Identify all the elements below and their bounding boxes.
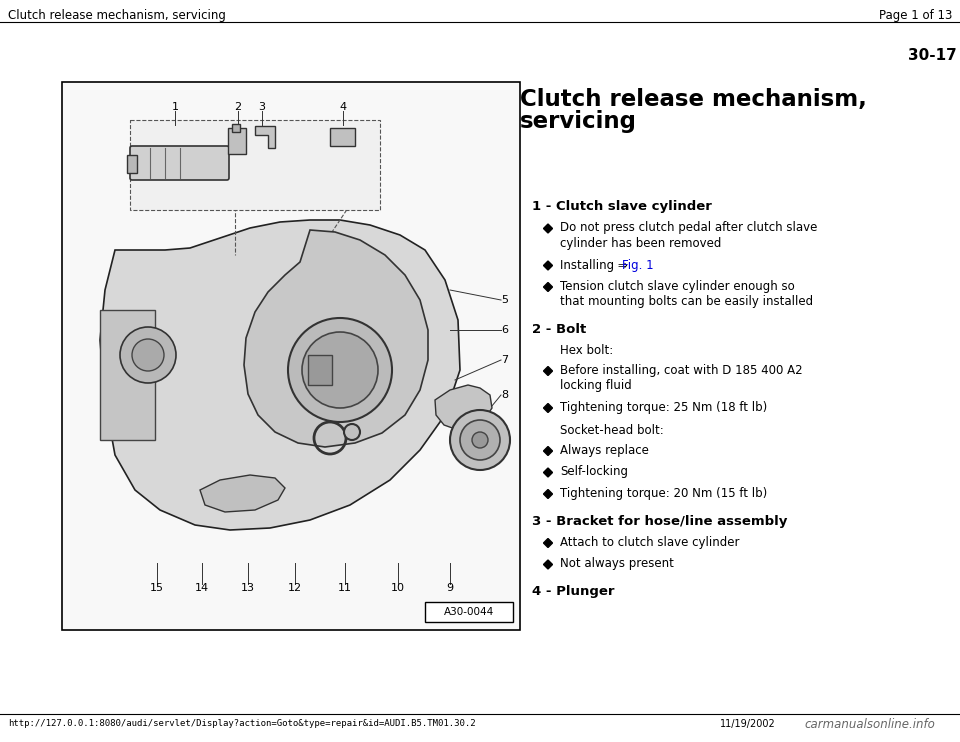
Text: Hex bolt:: Hex bolt: bbox=[560, 344, 613, 358]
Polygon shape bbox=[543, 560, 553, 569]
Polygon shape bbox=[255, 126, 275, 148]
Text: Attach to clutch slave cylinder: Attach to clutch slave cylinder bbox=[560, 536, 739, 549]
Text: Tension clutch slave cylinder enough so: Tension clutch slave cylinder enough so bbox=[560, 280, 795, 293]
Circle shape bbox=[450, 410, 510, 470]
Polygon shape bbox=[200, 475, 285, 512]
Text: Tightening torque: 20 Nm (15 ft lb): Tightening torque: 20 Nm (15 ft lb) bbox=[560, 487, 767, 500]
Polygon shape bbox=[543, 224, 553, 233]
Text: 3 - Bracket for hose/line assembly: 3 - Bracket for hose/line assembly bbox=[532, 514, 787, 528]
Text: Clutch release mechanism,: Clutch release mechanism, bbox=[520, 88, 867, 111]
Text: cylinder has been removed: cylinder has been removed bbox=[560, 237, 721, 250]
Text: that mounting bolts can be easily installed: that mounting bolts can be easily instal… bbox=[560, 295, 813, 309]
Bar bbox=[62, 82, 520, 630]
Text: Installing ⇒: Installing ⇒ bbox=[560, 258, 632, 272]
Text: 1 - Clutch slave cylinder: 1 - Clutch slave cylinder bbox=[532, 200, 712, 213]
Text: 10: 10 bbox=[391, 583, 405, 593]
Text: 11: 11 bbox=[338, 583, 352, 593]
Polygon shape bbox=[435, 385, 492, 430]
Bar bbox=[228, 128, 246, 154]
Circle shape bbox=[120, 327, 176, 383]
Text: 1: 1 bbox=[172, 102, 179, 112]
Text: 6: 6 bbox=[501, 325, 509, 335]
Text: 8: 8 bbox=[501, 390, 509, 400]
Text: 14: 14 bbox=[195, 583, 209, 593]
Text: 9: 9 bbox=[446, 583, 453, 593]
Text: A30-0044: A30-0044 bbox=[444, 607, 494, 617]
Bar bbox=[100, 310, 155, 440]
Text: 15: 15 bbox=[150, 583, 164, 593]
Text: 11/19/2002: 11/19/2002 bbox=[720, 719, 776, 729]
Text: 2: 2 bbox=[234, 102, 242, 112]
Text: Self-locking: Self-locking bbox=[560, 465, 628, 479]
Polygon shape bbox=[100, 220, 460, 530]
Text: Clutch release mechanism, servicing: Clutch release mechanism, servicing bbox=[8, 8, 226, 22]
Text: 7: 7 bbox=[501, 355, 509, 365]
Text: Fig. 1: Fig. 1 bbox=[622, 258, 654, 272]
Text: 3: 3 bbox=[258, 102, 266, 112]
Text: 4 - Plunger: 4 - Plunger bbox=[532, 585, 614, 598]
FancyBboxPatch shape bbox=[130, 146, 229, 180]
Text: http://127.0.0.1:8080/audi/servlet/Display?action=Goto&type=repair&id=AUDI.B5.TM: http://127.0.0.1:8080/audi/servlet/Displ… bbox=[8, 720, 475, 729]
Polygon shape bbox=[543, 367, 553, 375]
Text: Tightening torque: 25 Nm (18 ft lb): Tightening torque: 25 Nm (18 ft lb) bbox=[560, 401, 767, 414]
Text: locking fluid: locking fluid bbox=[560, 379, 632, 393]
Bar bbox=[330, 128, 355, 146]
Circle shape bbox=[344, 424, 360, 440]
Text: 13: 13 bbox=[241, 583, 255, 593]
Circle shape bbox=[460, 420, 500, 460]
Bar bbox=[127, 155, 137, 173]
Text: 12: 12 bbox=[288, 583, 302, 593]
Polygon shape bbox=[543, 404, 553, 413]
Text: Not always present: Not always present bbox=[560, 557, 674, 571]
Bar bbox=[232, 124, 240, 132]
Text: 30-17: 30-17 bbox=[908, 47, 957, 62]
Text: Before installing, coat with D 185 400 A2: Before installing, coat with D 185 400 A… bbox=[560, 364, 803, 377]
Text: 4: 4 bbox=[340, 102, 347, 112]
Polygon shape bbox=[543, 468, 553, 477]
Text: Always replace: Always replace bbox=[560, 444, 649, 457]
Text: Do not press clutch pedal after clutch slave: Do not press clutch pedal after clutch s… bbox=[560, 222, 817, 234]
Circle shape bbox=[288, 318, 392, 422]
Text: Socket-head bolt:: Socket-head bolt: bbox=[560, 424, 663, 438]
Bar bbox=[308, 355, 332, 385]
Text: carmanualsonline.info: carmanualsonline.info bbox=[804, 718, 935, 731]
Bar bbox=[63, 83, 519, 629]
Circle shape bbox=[472, 432, 488, 448]
Polygon shape bbox=[244, 230, 428, 447]
Text: Page 1 of 13: Page 1 of 13 bbox=[878, 8, 952, 22]
Bar bbox=[130, 120, 380, 210]
Text: 2 - Bolt: 2 - Bolt bbox=[532, 323, 587, 336]
Polygon shape bbox=[543, 447, 553, 456]
Circle shape bbox=[302, 332, 378, 408]
Text: servicing: servicing bbox=[520, 110, 636, 133]
Polygon shape bbox=[543, 539, 553, 548]
Text: 5: 5 bbox=[501, 295, 509, 305]
Polygon shape bbox=[543, 261, 553, 270]
Bar bbox=[425, 602, 513, 622]
Polygon shape bbox=[543, 490, 553, 499]
Circle shape bbox=[132, 339, 164, 371]
Polygon shape bbox=[543, 283, 553, 292]
